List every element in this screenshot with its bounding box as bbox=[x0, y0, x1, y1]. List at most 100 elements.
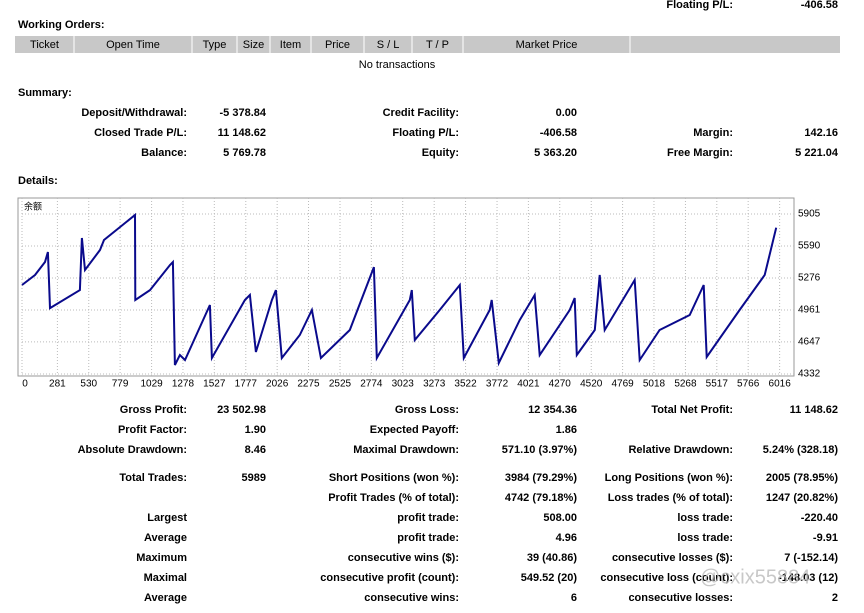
field-label: Loss trades (% of total): bbox=[608, 492, 733, 504]
field-label: Absolute Drawdown: bbox=[78, 444, 187, 456]
field-label: Maximum bbox=[136, 552, 187, 564]
field-value: 6 bbox=[571, 592, 577, 604]
field-value: 5989 bbox=[242, 472, 266, 484]
watermark: @cxix55884 bbox=[700, 566, 810, 588]
field-value: -5 378.84 bbox=[220, 107, 267, 119]
x-tick-label: 530 bbox=[80, 379, 97, 390]
field-label: consecutive wins: bbox=[364, 592, 459, 604]
x-tick-label: 779 bbox=[112, 379, 129, 390]
field-value: 2005 (78.95%) bbox=[766, 472, 838, 484]
field-value: 508.00 bbox=[543, 512, 577, 524]
x-tick-label: 5268 bbox=[674, 379, 697, 390]
field-label: Equity: bbox=[422, 147, 459, 159]
field-label: loss trade: bbox=[677, 512, 733, 524]
field-value: 11 148.62 bbox=[790, 404, 838, 416]
x-tick-label: 5517 bbox=[706, 379, 729, 390]
x-tick-label: 281 bbox=[49, 379, 66, 390]
field-value: 8.46 bbox=[245, 444, 266, 456]
column-header: T / P bbox=[426, 39, 449, 51]
field-value: 39 (40.86) bbox=[527, 552, 577, 564]
field-label: Gross Loss: bbox=[395, 404, 459, 416]
x-tick-label: 4270 bbox=[549, 379, 572, 390]
field-label: Balance: bbox=[141, 147, 187, 159]
field-label: profit trade: bbox=[397, 532, 459, 544]
empty-message: No transactions bbox=[359, 59, 436, 71]
field-value: -148.03 (12) bbox=[778, 572, 838, 584]
x-tick-label: 0 bbox=[22, 379, 28, 390]
field-value: 4.96 bbox=[556, 532, 577, 544]
field-value: 1247 (20.82%) bbox=[766, 492, 838, 504]
field-label: Floating P/L: bbox=[392, 127, 459, 139]
field-label: Short Positions (won %): bbox=[329, 472, 459, 484]
field-value: 5 769.78 bbox=[223, 147, 266, 159]
y-tick-label: 4332 bbox=[798, 369, 821, 380]
section-title: Summary: bbox=[18, 87, 72, 99]
x-tick-label: 4769 bbox=[611, 379, 634, 390]
field-label: Relative Drawdown: bbox=[628, 444, 733, 456]
x-tick-label: 4520 bbox=[580, 379, 603, 390]
field-value: 5.24% (328.18) bbox=[763, 444, 839, 456]
field-label: Closed Trade P/L: bbox=[94, 127, 187, 139]
field-label: Largest bbox=[147, 512, 187, 524]
field-label: consecutive losses: bbox=[628, 592, 733, 604]
x-tick-label: 2525 bbox=[329, 379, 352, 390]
x-tick-label: 2774 bbox=[360, 379, 383, 390]
x-tick-label: 3023 bbox=[392, 379, 415, 390]
field-value: 571.10 (3.97%) bbox=[502, 444, 578, 456]
field-value: 12 354.36 bbox=[528, 404, 577, 416]
field-label: Gross Profit: bbox=[120, 404, 187, 416]
field-label: Average bbox=[144, 592, 187, 604]
y-tick-label: 5590 bbox=[798, 241, 821, 252]
field-label: loss trade: bbox=[677, 532, 733, 544]
chart-legend: 余额 bbox=[24, 200, 42, 211]
field-label: consecutive profit (count): bbox=[320, 572, 459, 584]
field-label: consecutive losses ($): bbox=[612, 552, 733, 564]
y-tick-label: 5276 bbox=[798, 273, 821, 284]
section-title: Working Orders: bbox=[18, 19, 105, 31]
field-value: 142.16 bbox=[804, 127, 838, 139]
field-value: 4742 (79.18%) bbox=[505, 492, 577, 504]
field-value: -406.58 bbox=[540, 127, 577, 139]
x-tick-label: 1777 bbox=[235, 379, 258, 390]
y-tick-label: 4961 bbox=[798, 305, 821, 316]
x-tick-label: 1278 bbox=[172, 379, 195, 390]
field-value: 23 502.98 bbox=[217, 404, 266, 416]
field-label: Average bbox=[144, 532, 187, 544]
column-header: Ticket bbox=[30, 39, 59, 51]
field-label: Long Positions (won %): bbox=[605, 472, 733, 484]
column-header: Price bbox=[325, 39, 350, 51]
section-title: Details: bbox=[18, 175, 58, 187]
field-value: -9.91 bbox=[813, 532, 838, 544]
x-tick-label: 6016 bbox=[769, 379, 792, 390]
field-label: Credit Facility: bbox=[383, 107, 459, 119]
field-value: -220.40 bbox=[801, 512, 838, 524]
floating-value: -406.58 bbox=[801, 0, 838, 11]
column-header: Item bbox=[280, 39, 301, 51]
field-value: 549.52 (20) bbox=[521, 572, 578, 584]
field-label: Total Net Profit: bbox=[651, 404, 733, 416]
field-label: Expected Payoff: bbox=[370, 424, 459, 436]
chart-frame bbox=[17, 197, 795, 377]
field-label: Maximal Drawdown: bbox=[353, 444, 459, 456]
field-value: 11 148.62 bbox=[218, 127, 266, 139]
field-value: 5 221.04 bbox=[795, 147, 839, 159]
field-value: 2 bbox=[832, 592, 838, 604]
floating-label: Floating P/L: bbox=[666, 0, 733, 11]
y-tick-label: 4647 bbox=[798, 337, 821, 348]
column-header: Open Time bbox=[106, 39, 160, 51]
x-tick-label: 5766 bbox=[737, 379, 760, 390]
x-tick-label: 2275 bbox=[297, 379, 320, 390]
field-label: Total Trades: bbox=[119, 472, 187, 484]
y-tick-label: 5905 bbox=[798, 209, 821, 220]
x-tick-label: 5018 bbox=[643, 379, 666, 390]
field-label: Free Margin: bbox=[667, 147, 733, 159]
field-label: Profit Trades (% of total): bbox=[328, 492, 459, 504]
column-header: S / L bbox=[377, 39, 400, 51]
field-value: 5 363.20 bbox=[534, 147, 577, 159]
x-tick-label: 4021 bbox=[517, 379, 540, 390]
field-label: profit trade: bbox=[397, 512, 459, 524]
column-header: Market Price bbox=[516, 39, 578, 51]
field-label: consecutive loss (count): bbox=[600, 572, 733, 584]
